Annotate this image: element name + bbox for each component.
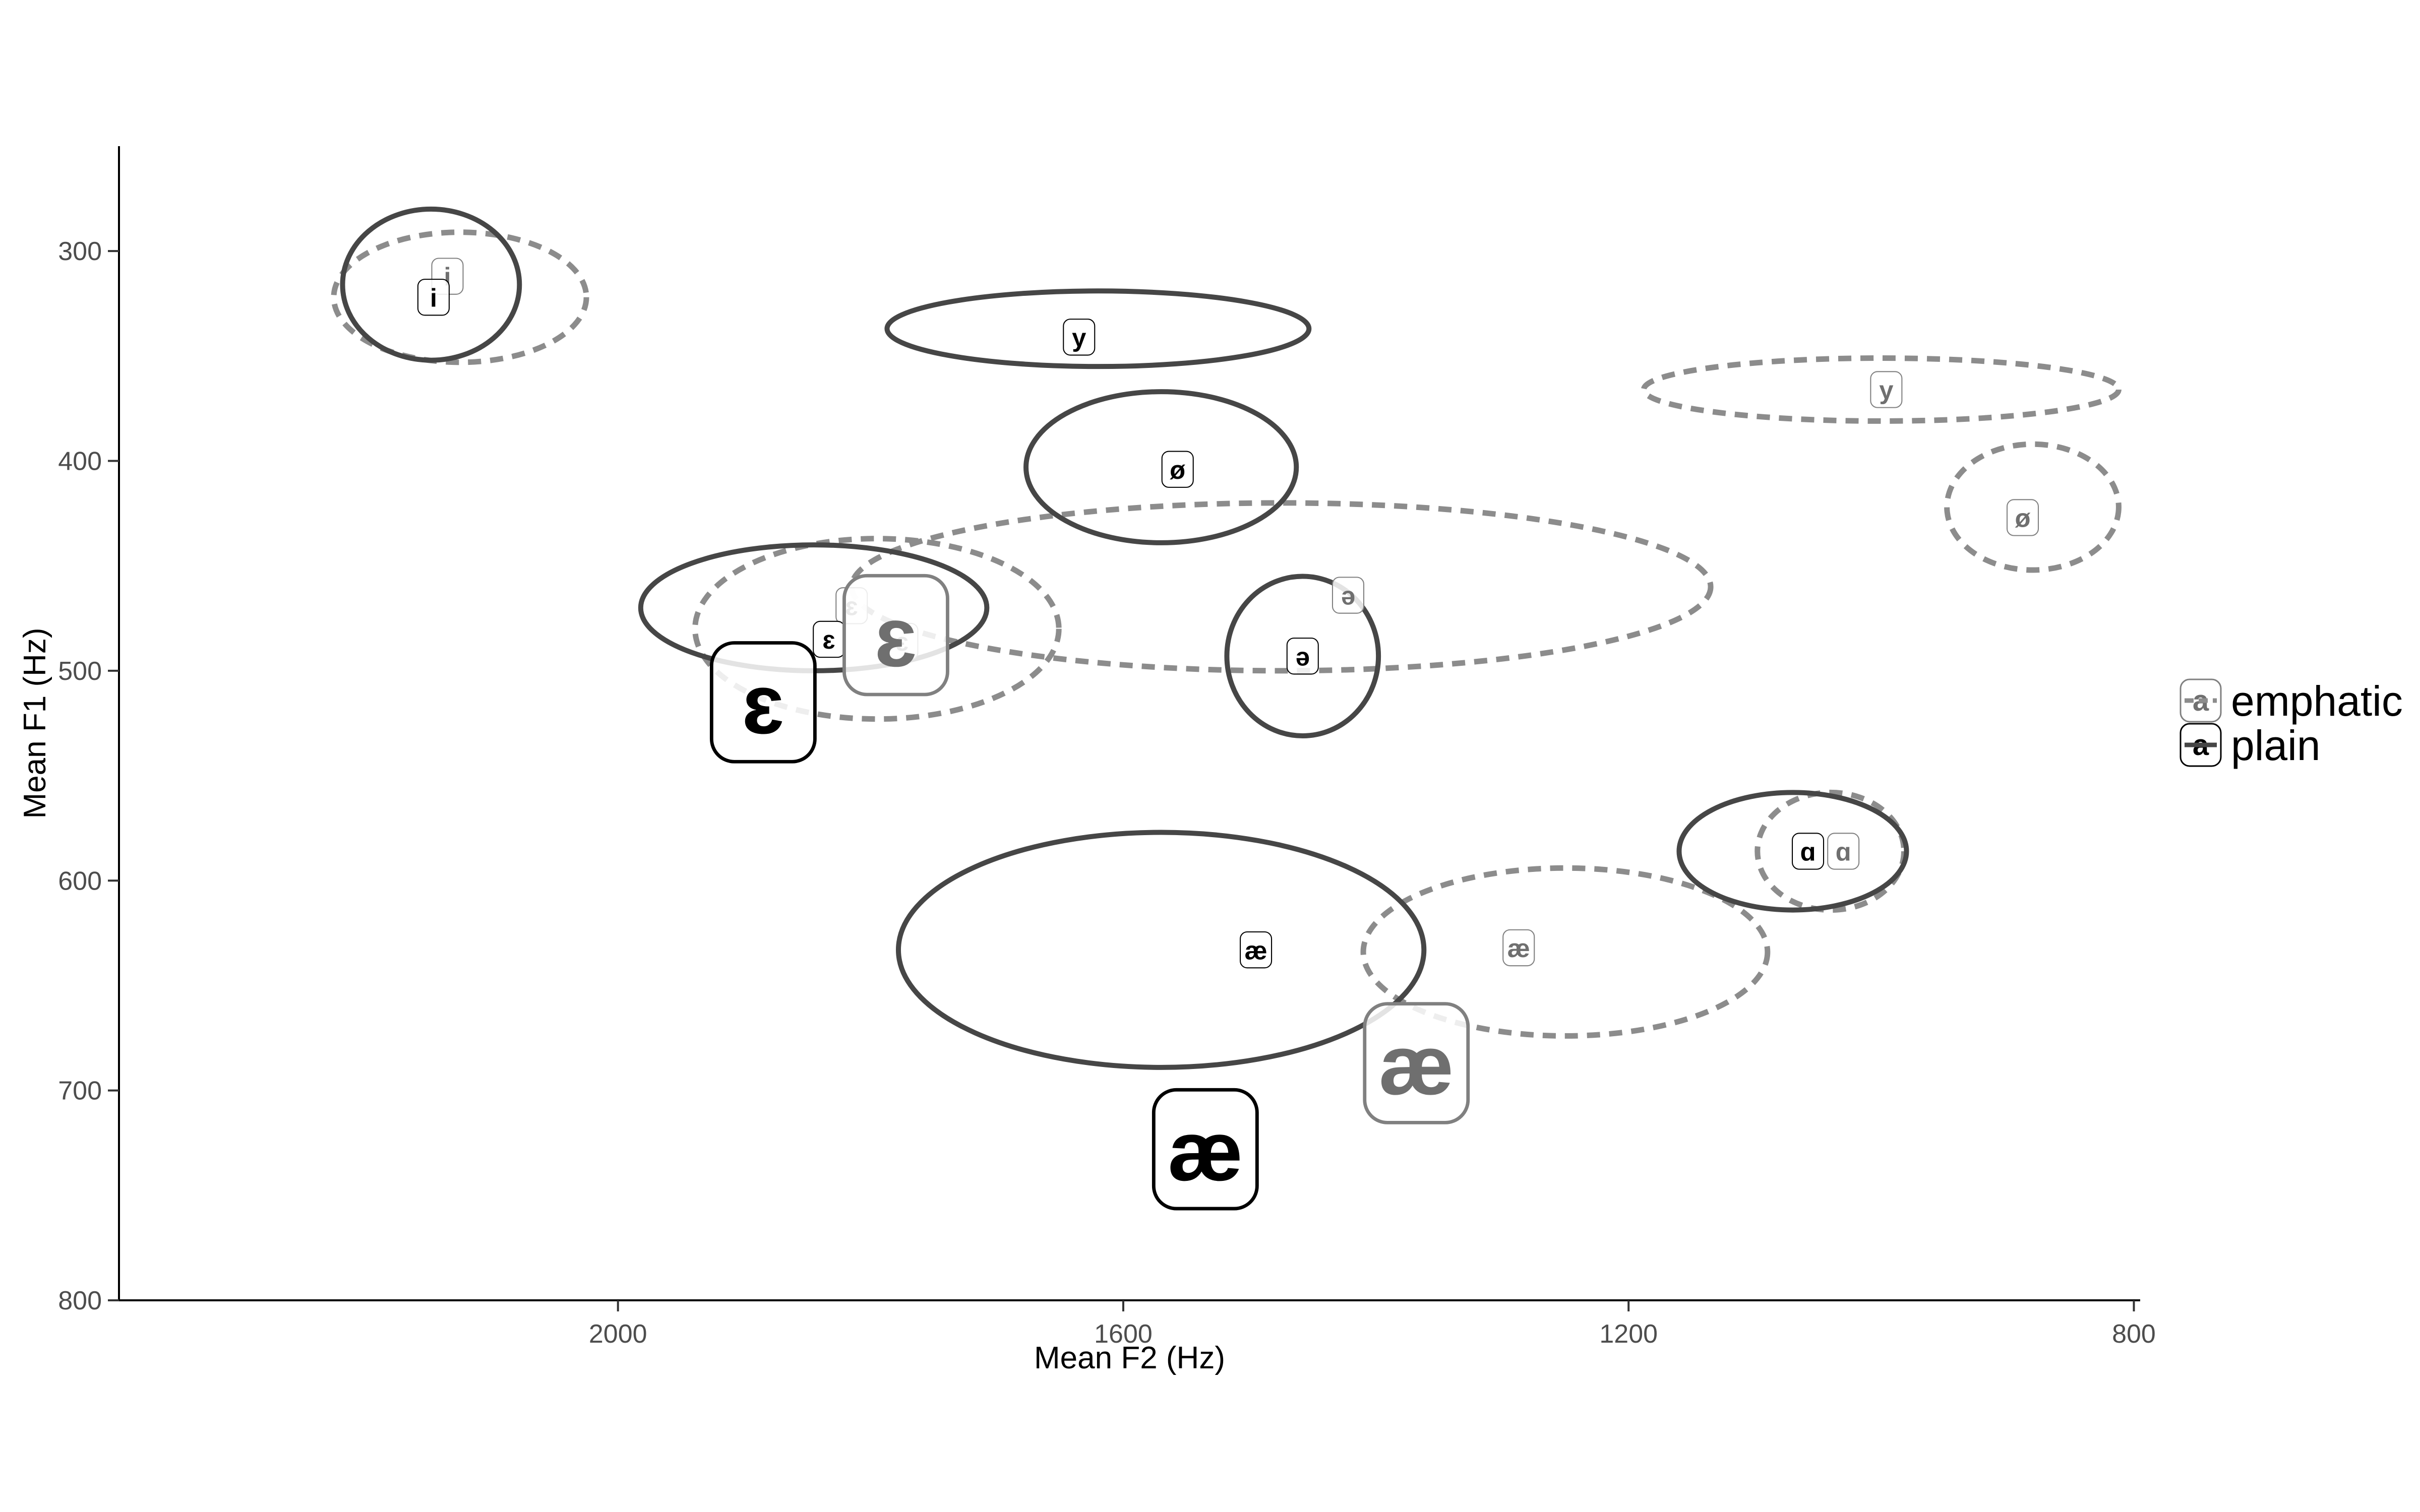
plain-point-æ-5: æ: [1240, 931, 1273, 969]
x-axis-title: Mean F2 (Hz): [1034, 1341, 1225, 1375]
emphatic-ellipse-y: [1641, 355, 2122, 424]
emphatic-ellipse-i: [331, 229, 589, 365]
emphatic-point-ə-5: ə: [1332, 577, 1365, 614]
emphatic-point-æ-6: æ: [1502, 929, 1535, 967]
ellipse-layer: [331, 206, 2122, 1070]
legend-item-emphatic: aemphatic: [2180, 677, 2403, 725]
svg-text:æ: æ: [1379, 1018, 1454, 1112]
y-tick-label: 300: [58, 237, 102, 266]
svg-text:ɑ: ɑ: [1800, 838, 1816, 866]
axes-layer: 2000 1600 1200 800 300 400 500 600 700 800: [58, 146, 2156, 1349]
svg-text:ɛ: ɛ: [742, 657, 784, 751]
y-tick-label: 500: [58, 657, 102, 686]
emphatic-point-ø-2: ø: [2006, 499, 2039, 536]
plain-mean-label-ɛ-0: ɛ: [709, 641, 817, 764]
emphatic-ellipse-ə: [849, 500, 1714, 674]
y-axis-title: Mean F1 (Hz): [18, 628, 52, 819]
y-tick-label: 700: [58, 1077, 102, 1106]
plain-ellipse-y: [884, 288, 1312, 369]
svg-text:i: i: [430, 283, 437, 312]
emphatic-ellipse-æ: [1360, 865, 1771, 1039]
emphatic-point-ɑ-7: ɑ: [1827, 833, 1860, 870]
y-tick-label: 800: [58, 1286, 102, 1315]
y-tick-label: 400: [58, 447, 102, 476]
plain-point-i-0: i: [417, 279, 450, 316]
legend-label: plain: [2231, 722, 2320, 769]
plain-ellipse-ɑ: [1676, 790, 1909, 913]
legend-label: emphatic: [2231, 677, 2403, 725]
plain-ellipse-i: [340, 206, 522, 363]
plain-point-ɑ-6: ɑ: [1791, 833, 1825, 870]
plain-point-ø-2: ø: [1161, 451, 1194, 488]
svg-text:ɛ: ɛ: [875, 590, 917, 684]
svg-text:ə: ə: [1341, 582, 1355, 610]
emphatic-ellipse-ɛ: [692, 536, 1062, 722]
svg-text:y: y: [1879, 376, 1893, 405]
svg-text:ø: ø: [2015, 504, 2030, 533]
svg-text:æ: æ: [1168, 1104, 1243, 1199]
plain-ellipse-ø: [1023, 389, 1299, 545]
svg-text:y: y: [1072, 323, 1086, 352]
x-tick-label: 800: [2112, 1319, 2156, 1349]
x-tick-label: 1200: [1599, 1319, 1658, 1349]
emphatic-mean-label-ɛ-0: ɛ: [842, 574, 949, 697]
svg-text:æ: æ: [1244, 936, 1267, 965]
svg-text:æ: æ: [1507, 934, 1530, 963]
emphatic-point-y-1: y: [1870, 371, 1903, 408]
plain-ellipse-æ: [895, 830, 1427, 1070]
plain-mean-label-æ-1: æ: [1152, 1088, 1259, 1211]
svg-text:ø: ø: [1170, 456, 1185, 484]
emphatic-ellipse-ɑ: [1754, 789, 1907, 913]
svg-text:ɑ: ɑ: [1836, 838, 1851, 866]
y-tick-label: 600: [58, 866, 102, 896]
plain-point-y-1: y: [1063, 319, 1096, 356]
x-tick-label: 2000: [589, 1319, 647, 1349]
svg-text:ɛ: ɛ: [823, 625, 835, 654]
label-layer: iyøɛɛəæɑiyøɛəæɑɛæɛæ: [417, 258, 2039, 1211]
emphatic-ellipse-ø: [1944, 441, 2122, 573]
x-tick-label: 1600: [1094, 1319, 1153, 1349]
plain-point-ə-4: ə: [1286, 638, 1319, 675]
svg-text:ə: ə: [1296, 642, 1310, 671]
legend: aemphaticaplain: [2180, 677, 2403, 769]
emphatic-mean-label-æ-1: æ: [1363, 1002, 1470, 1124]
legend-item-plain: aplain: [2180, 722, 2320, 769]
plain-point-ɛ-3: ɛ: [813, 620, 845, 658]
plain-ellipse-ə: [1224, 574, 1381, 738]
